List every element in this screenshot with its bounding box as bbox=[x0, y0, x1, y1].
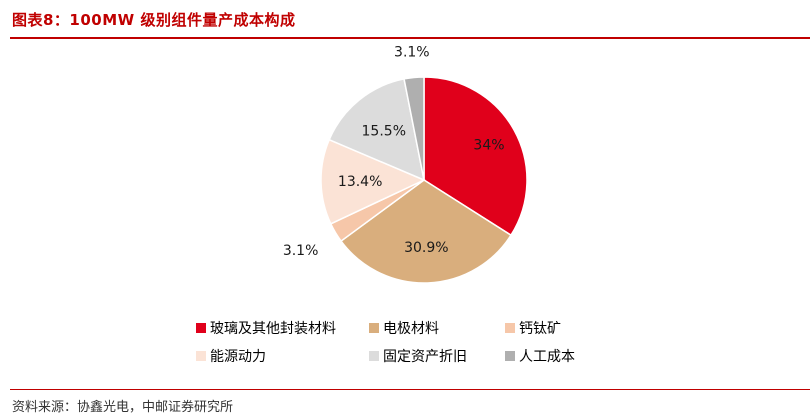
pie-slice-4 bbox=[328, 78, 426, 182]
legend-item-3: 能源动力 bbox=[196, 346, 266, 366]
data-label-4: 15.5% bbox=[362, 123, 406, 139]
legend-label: 电极材料 bbox=[383, 321, 439, 337]
page-title: 图表8：100MW 级别组件量产成本构成 bbox=[12, 11, 296, 29]
data-label-0: 34% bbox=[473, 137, 504, 153]
legend-label: 人工成本 bbox=[519, 349, 575, 365]
legend-item-2: 钙钛矿 bbox=[505, 318, 561, 338]
legend-label: 能源动力 bbox=[210, 349, 266, 365]
pie-slice-1 bbox=[340, 179, 513, 284]
pie-slice-3 bbox=[320, 138, 426, 225]
legend-swatch bbox=[505, 323, 515, 333]
legend-swatch bbox=[196, 351, 206, 361]
legend-item-5: 人工成本 bbox=[505, 346, 575, 366]
legend-swatch bbox=[369, 323, 379, 333]
legend-item-4: 固定资产折旧 bbox=[369, 346, 467, 366]
pie-chart: 34% 30.9% 3.1% 13.4% 15.5% 3.1% bbox=[283, 45, 528, 284]
legend-swatch bbox=[505, 351, 515, 361]
source-note: 资料来源：协鑫光电，中邮证券研究所 bbox=[12, 400, 234, 415]
legend-label: 玻璃及其他封装材料 bbox=[210, 321, 336, 337]
legend-label: 钙钛矿 bbox=[519, 321, 561, 337]
legend-swatch bbox=[369, 351, 379, 361]
legend-item-1: 电极材料 bbox=[369, 318, 439, 338]
data-label-2: 3.1% bbox=[283, 243, 319, 259]
bottom-divider bbox=[10, 389, 810, 390]
data-label-1: 30.9% bbox=[404, 240, 448, 256]
header: 图表8：100MW 级别组件量产成本构成 bbox=[0, 0, 810, 38]
chart-legend: 玻璃及其他封装材料 电极材料 钙钛矿能源动力 固定资产折旧 人工成本 bbox=[196, 318, 616, 378]
legend-label: 固定资产折旧 bbox=[383, 349, 467, 365]
data-label-3: 13.4% bbox=[338, 174, 382, 190]
legend-item-0: 玻璃及其他封装材料 bbox=[196, 318, 336, 338]
data-label-5: 3.1% bbox=[394, 45, 430, 61]
top-divider bbox=[10, 37, 810, 39]
legend-swatch bbox=[196, 323, 206, 333]
pie-slice-5 bbox=[403, 76, 425, 181]
